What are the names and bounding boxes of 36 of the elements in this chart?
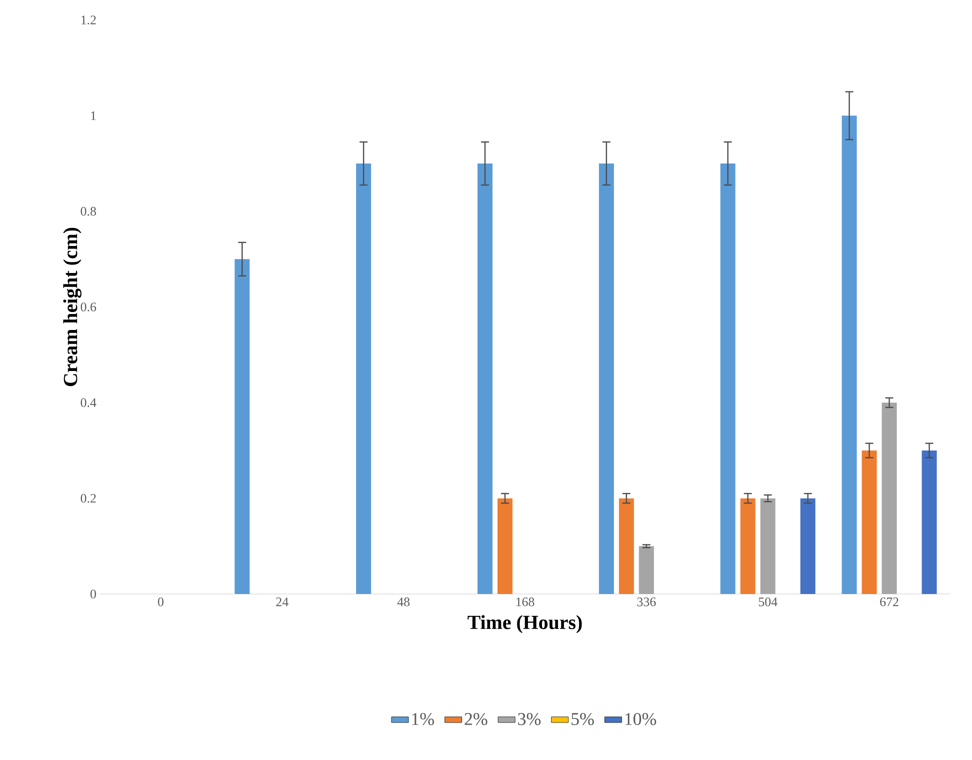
bar <box>618 498 634 594</box>
bar <box>638 546 654 594</box>
x-tick-label: 336 <box>637 598 656 606</box>
x-tick-label: 168 <box>516 598 534 606</box>
bar <box>800 498 816 594</box>
legend-label: 5% <box>572 712 594 726</box>
x-tick-label: 672 <box>880 598 898 606</box>
x-tick-label: 48 <box>397 598 410 606</box>
bar <box>478 163 492 594</box>
y-tick-label: 0.6 <box>80 302 96 312</box>
bar <box>356 163 372 594</box>
bar <box>234 259 250 594</box>
legend-label: 3% <box>518 712 541 726</box>
x-tick-label: 0 <box>158 598 164 606</box>
y-tick-label: 0.2 <box>80 494 96 503</box>
bar <box>842 116 857 594</box>
y-tick-label: 0.4 <box>80 398 96 408</box>
bar <box>922 450 937 594</box>
legend-label: 10% <box>625 712 656 726</box>
legend-label: 1% <box>412 712 434 726</box>
x-tick-label: 24 <box>276 598 288 606</box>
x-tick-label: 504 <box>758 598 778 606</box>
bar <box>862 450 877 594</box>
bar <box>720 163 736 594</box>
y-tick-label: 1 <box>91 111 96 120</box>
bar <box>760 498 776 594</box>
y-tick-label: 0.8 <box>80 206 96 216</box>
legend-label: 2% <box>464 712 488 726</box>
bar <box>598 163 614 594</box>
x-axis-title: Time (Hours) <box>468 615 582 634</box>
y-tick-label: 1.2 <box>81 16 96 24</box>
bar <box>882 402 897 594</box>
y-tick-label: 0 <box>90 590 96 598</box>
bar <box>740 498 756 594</box>
bar <box>498 498 512 594</box>
y-axis-title: Cream height (cm) <box>63 228 82 386</box>
